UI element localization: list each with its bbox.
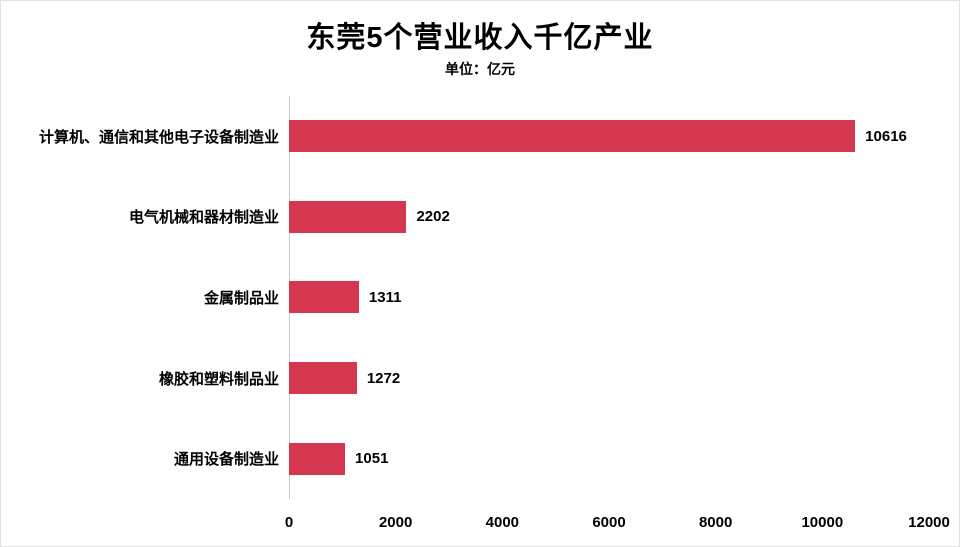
x-axis-tick: 10000 xyxy=(801,514,844,531)
bar-rows: 计算机、通信和其他电子设备制造业 10616 电气机械和器材制造业 2202 金属制品业… xyxy=(1,96,929,499)
bar-row: 电气机械和器材制造业 2202 xyxy=(1,200,929,233)
category-label: 金属制品业 xyxy=(203,289,279,307)
bar-row: 通用设备制造业 1051 xyxy=(1,442,929,475)
x-axis-tick: 12000 xyxy=(908,514,950,531)
bar-track: 1311 xyxy=(289,281,929,314)
value-label: 1051 xyxy=(355,450,389,468)
value-label: 2202 xyxy=(416,208,450,226)
bar-row: 计算机、通信和其他电子设备制造业 10616 xyxy=(1,120,929,153)
category-label: 通用设备制造业 xyxy=(173,451,279,469)
value-label: 10616 xyxy=(865,127,907,145)
category-label: 计算机、通信和其他电子设备制造业 xyxy=(38,128,279,146)
bar-track: 1272 xyxy=(289,362,929,395)
plot-area: 计算机、通信和其他电子设备制造业 10616 电气机械和器材制造业 2202 金属制品业… xyxy=(1,96,959,546)
bar xyxy=(289,442,346,475)
x-axis-tick: 2000 xyxy=(378,514,413,531)
bar xyxy=(289,362,357,395)
bar xyxy=(289,200,407,233)
bar-track: 10616 xyxy=(289,120,929,153)
bar-track: 2202 xyxy=(289,200,929,233)
x-axis-tick: 8000 xyxy=(698,514,733,531)
x-axis-tick: 6000 xyxy=(592,514,626,531)
value-label: 1272 xyxy=(366,369,401,387)
bar-row: 金属制品业 1311 xyxy=(1,281,929,314)
value-label: 1311 xyxy=(368,288,402,306)
bar-track: 1051 xyxy=(289,442,929,475)
category-label: 电气机械和器材制造业 xyxy=(128,209,279,227)
chart-subtitle: 单位：亿元 xyxy=(445,61,515,77)
x-axis-tick: 4000 xyxy=(485,514,520,531)
bar-row: 橡胶和塑料制品业 1272 xyxy=(1,362,929,395)
x-axis-tick: 0 xyxy=(284,514,294,531)
category-label: 橡胶和塑料制品业 xyxy=(158,370,279,388)
x-axis: 0 2000 4000 6000 8000 10000 12000 xyxy=(285,514,950,534)
bar xyxy=(289,281,359,314)
chart-title: 东莞5个营业收入千亿产业 xyxy=(306,22,654,54)
bar xyxy=(289,120,856,153)
